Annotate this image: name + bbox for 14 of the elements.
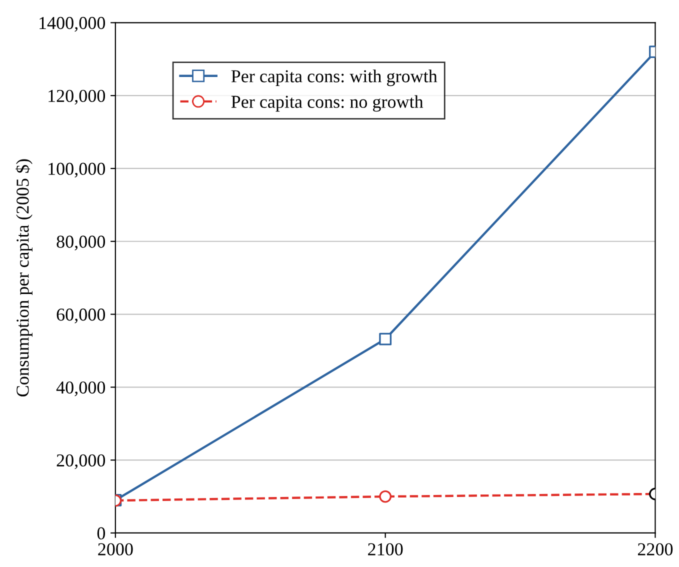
legend-label: Per capita cons: with growth bbox=[231, 70, 438, 86]
y-axis-title: Consumption per capita (2005 $) bbox=[16, 159, 32, 396]
y-tick-label: 20,000 bbox=[56, 454, 106, 470]
x-tick-label: 2200 bbox=[638, 543, 673, 556]
y-tick-label: 120,000 bbox=[48, 90, 106, 105]
y-tick-label: 80,000 bbox=[56, 236, 106, 250]
y-tick-label: 0 bbox=[97, 527, 106, 540]
x-tick-label: 2000 bbox=[98, 543, 133, 556]
x-tick-label: 2100 bbox=[368, 543, 403, 556]
y-tick-label: 100,000 bbox=[48, 162, 106, 178]
legend-label: Per capita cons: no growth bbox=[231, 95, 424, 112]
y-tick-label: 1400,000 bbox=[40, 16, 106, 32]
y-tick-label: 40,000 bbox=[56, 381, 106, 396]
y-tick-label: 60,000 bbox=[56, 308, 106, 324]
